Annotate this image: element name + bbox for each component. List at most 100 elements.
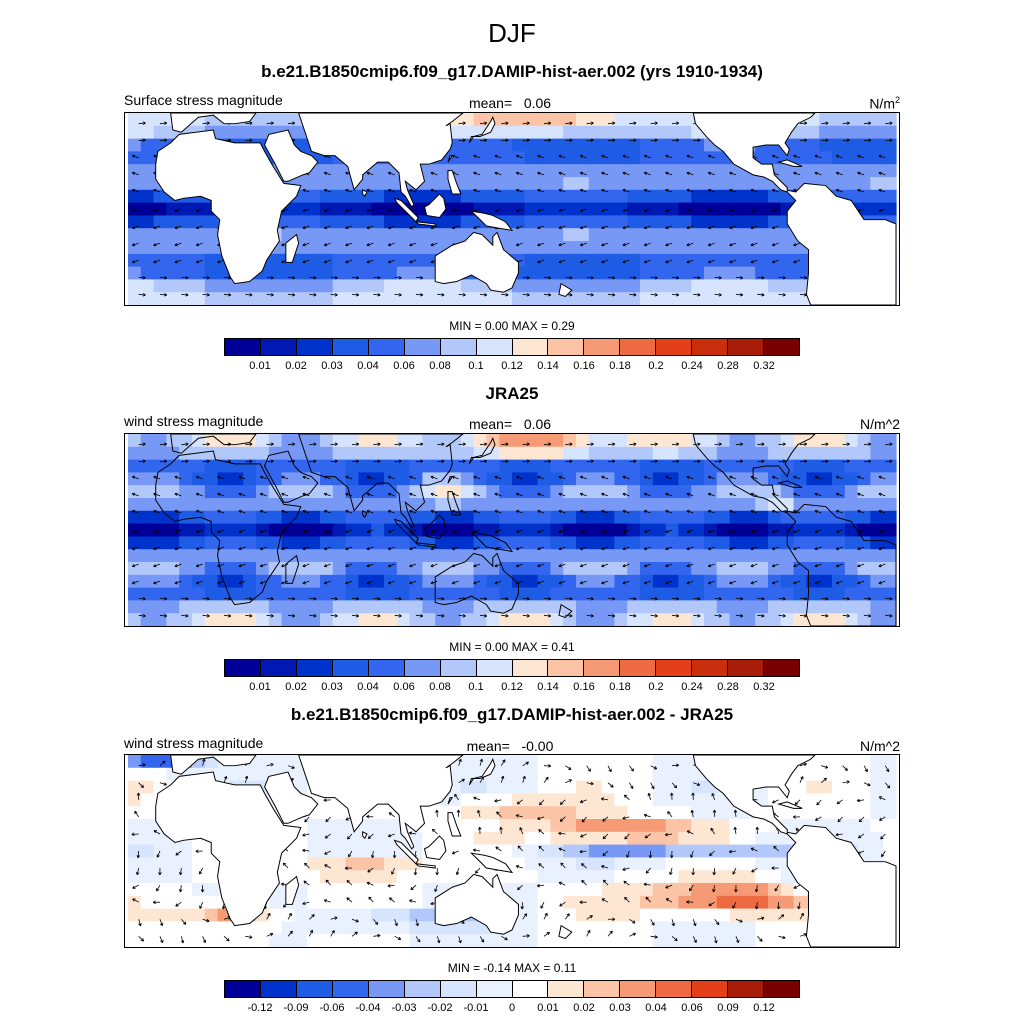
field-cell bbox=[844, 561, 859, 576]
wind-vector bbox=[558, 546, 566, 551]
field-cell bbox=[704, 215, 718, 229]
field-cell bbox=[844, 138, 859, 152]
field-cell bbox=[768, 510, 782, 525]
field-cell bbox=[563, 549, 577, 563]
field-cell bbox=[307, 831, 321, 846]
figure-title: DJF bbox=[488, 18, 536, 48]
field-cell bbox=[358, 908, 372, 922]
field-cell bbox=[563, 215, 577, 229]
field-cell bbox=[128, 870, 142, 884]
field-cell bbox=[396, 574, 411, 589]
wind-vector bbox=[389, 897, 395, 903]
wind-vector bbox=[671, 763, 680, 768]
wind-vector bbox=[543, 293, 552, 297]
field-cell bbox=[128, 613, 142, 626]
panel-1-variable-label: Surface stress magnitude bbox=[124, 92, 283, 108]
field-cell bbox=[320, 523, 334, 537]
wind-vector bbox=[537, 492, 545, 497]
field-cell bbox=[140, 228, 155, 242]
field-cell bbox=[371, 215, 385, 229]
field-cell bbox=[281, 523, 295, 537]
wind-vector bbox=[323, 242, 331, 247]
field-cell bbox=[742, 279, 756, 293]
field-cell bbox=[678, 831, 692, 846]
wind-vector bbox=[728, 849, 737, 854]
field-cell bbox=[486, 164, 500, 178]
wind-vector bbox=[351, 293, 360, 297]
field-cell bbox=[716, 870, 731, 884]
field-cell bbox=[639, 767, 654, 782]
wind-vector bbox=[581, 816, 587, 823]
field-cell bbox=[486, 780, 500, 794]
field-cell bbox=[768, 202, 782, 216]
field-cell bbox=[128, 279, 142, 293]
wind-vector bbox=[771, 475, 779, 480]
field-cell bbox=[883, 472, 897, 486]
wind-vector bbox=[622, 492, 630, 497]
wind-vector bbox=[366, 171, 374, 176]
field-cell bbox=[678, 292, 692, 305]
field-cell bbox=[268, 921, 283, 935]
wind-vector bbox=[373, 919, 379, 925]
panel-1-minmax: MIN = 0.00 MAX = 0.29 bbox=[449, 319, 575, 333]
field-cell bbox=[755, 613, 769, 626]
field-cell bbox=[588, 485, 603, 499]
field-cell bbox=[550, 472, 564, 486]
colorbar-tick-label: 0.02 bbox=[285, 360, 307, 372]
field-cell bbox=[537, 459, 551, 473]
wind-vector bbox=[415, 614, 424, 618]
field-cell bbox=[192, 587, 206, 601]
field-cell bbox=[576, 113, 590, 127]
colorbar-swatch bbox=[512, 339, 549, 355]
field-cell bbox=[537, 831, 551, 846]
coastline bbox=[298, 434, 464, 529]
wind-vector bbox=[878, 509, 886, 514]
field-cell bbox=[742, 446, 756, 461]
field-cell bbox=[780, 240, 795, 255]
field-cell bbox=[627, 844, 641, 858]
field-cell bbox=[268, 459, 283, 473]
field-cell bbox=[192, 485, 206, 499]
field-cell bbox=[332, 806, 347, 820]
field-cell bbox=[179, 472, 193, 486]
wind-vector bbox=[387, 884, 395, 888]
field-cell bbox=[627, 755, 641, 769]
field-cell bbox=[588, 844, 603, 858]
field-cell bbox=[192, 908, 206, 922]
wind-vector bbox=[174, 563, 182, 568]
colorbar-tick-label: 0 bbox=[508, 1002, 516, 1014]
field-cell bbox=[358, 613, 372, 626]
field-cell bbox=[140, 215, 155, 229]
panel-3-map bbox=[124, 754, 900, 948]
wind-vector bbox=[415, 919, 419, 927]
panel-3-minmax: MIN = -0.14 MAX = 0.11 bbox=[447, 961, 577, 975]
field-cell bbox=[857, 600, 871, 614]
field-cell bbox=[371, 574, 385, 589]
wind-vector bbox=[479, 596, 488, 601]
wind-vector bbox=[579, 799, 587, 804]
wind-vector bbox=[586, 442, 594, 446]
wind-vector bbox=[733, 826, 737, 835]
wind-vector bbox=[479, 936, 485, 943]
field-cell bbox=[806, 780, 820, 794]
field-cell bbox=[537, 806, 551, 820]
field-cell bbox=[678, 806, 692, 820]
field-cell bbox=[601, 587, 615, 601]
wind-vector bbox=[309, 442, 317, 446]
field-cell bbox=[512, 228, 526, 242]
colorbar-swatch bbox=[368, 660, 405, 676]
field-cell bbox=[281, 613, 295, 626]
field-cell bbox=[755, 253, 769, 268]
wind-vector bbox=[281, 492, 289, 497]
field-cell bbox=[563, 498, 577, 512]
field-cell bbox=[768, 857, 782, 871]
field-cell bbox=[601, 228, 615, 242]
field-cell bbox=[678, 870, 692, 884]
field-cell bbox=[691, 151, 705, 165]
field-cell bbox=[422, 279, 436, 293]
field-cell bbox=[691, 844, 705, 858]
colorbar-swatch bbox=[512, 660, 549, 676]
field-cell bbox=[857, 459, 871, 473]
field-cell bbox=[665, 177, 679, 191]
colorbar-swatch bbox=[728, 981, 765, 997]
